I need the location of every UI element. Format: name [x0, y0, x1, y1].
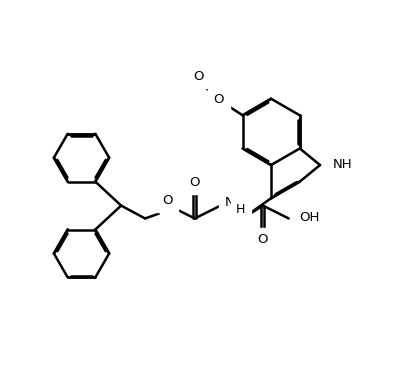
Text: O: O: [162, 194, 173, 206]
Text: O: O: [190, 176, 200, 189]
Text: O: O: [193, 70, 203, 83]
Text: N: N: [224, 196, 234, 209]
Text: O: O: [213, 93, 224, 106]
Text: OH: OH: [299, 211, 319, 224]
Text: NH: NH: [333, 158, 353, 171]
Text: O: O: [258, 233, 268, 246]
Text: H: H: [236, 203, 246, 216]
